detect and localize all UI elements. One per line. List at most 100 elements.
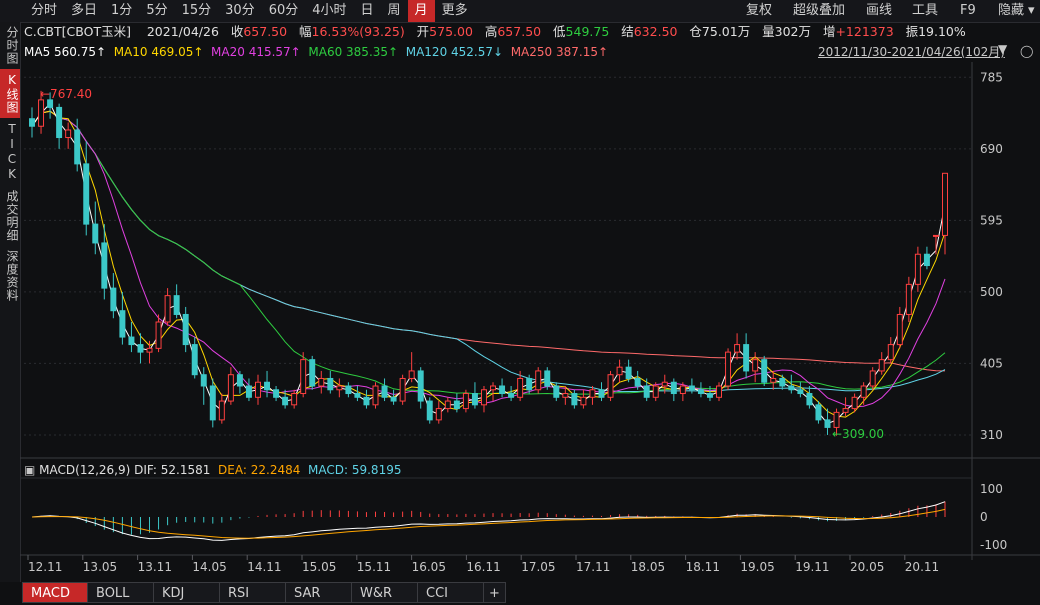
indicator-tab-macd[interactable]: MACD xyxy=(22,582,88,603)
candle-body xyxy=(453,400,460,410)
candle-body xyxy=(399,377,406,402)
candle-body xyxy=(661,381,668,387)
candle-body xyxy=(245,385,252,398)
timeframe-10[interactable]: 月 xyxy=(407,0,435,22)
candle-body xyxy=(824,419,831,428)
indicator-tabs: MACD BOLL KDJ RSI SAR W&R CCI + xyxy=(22,582,506,604)
timeframe-8[interactable]: 日 xyxy=(360,3,374,18)
candle-body xyxy=(435,408,442,421)
symbol: C.CBT[CBOT玉米] xyxy=(24,24,131,39)
indicator-tab-rsi[interactable]: RSI xyxy=(220,582,286,603)
timeframe-11[interactable]: 更多 xyxy=(441,3,468,18)
candle-body xyxy=(47,99,54,108)
candle-body xyxy=(218,400,225,421)
candle-body xyxy=(571,393,578,406)
candle-body xyxy=(544,370,551,387)
sidebar-item-0[interactable]: 分时图 xyxy=(5,26,19,65)
candle-body xyxy=(634,377,641,387)
candle-body xyxy=(191,344,198,376)
candle-body xyxy=(553,385,560,398)
candle-body xyxy=(806,393,813,406)
time-tick-label: 20.05 xyxy=(850,560,884,574)
timeframe-7[interactable]: 4小时 xyxy=(312,3,347,18)
candle-body xyxy=(390,396,397,402)
macd-tick-label: 100 xyxy=(980,482,1003,496)
dea-line xyxy=(31,508,946,539)
low-value: 549.75 xyxy=(565,24,610,39)
indicator-tab-boll[interactable]: BOLL xyxy=(88,582,154,603)
settle-label: 结 xyxy=(621,24,634,39)
macd-tick-label: 0 xyxy=(980,510,988,524)
ma250-legend: MA250 387.15↑ xyxy=(510,45,609,59)
indicator-tab-kdj[interactable]: KDJ xyxy=(154,582,220,603)
dif-value: 52.1581 xyxy=(160,463,211,477)
candle-body xyxy=(797,389,804,395)
add-indicator-button[interactable]: + xyxy=(484,582,506,603)
candle-body xyxy=(92,223,99,244)
sidebar-item-4[interactable]: 深度资料 xyxy=(5,250,19,302)
candle-body xyxy=(372,385,379,406)
settings-circle-icon[interactable]: ◯ xyxy=(1020,44,1034,58)
draw-line-button[interactable]: 画线 xyxy=(866,3,893,18)
candle-body xyxy=(770,377,777,383)
ma20-line xyxy=(31,110,946,408)
ma5-line xyxy=(31,102,946,425)
range-dropdown-icon[interactable]: ▼ xyxy=(998,42,1008,56)
candle-body xyxy=(408,370,415,379)
candle-body xyxy=(815,404,822,421)
candle-body xyxy=(616,366,623,376)
open-label: 开 xyxy=(416,24,430,39)
timeframe-9[interactable]: 周 xyxy=(387,3,401,18)
f9-button[interactable]: F9 xyxy=(960,3,976,18)
range-value: 16.53%(93.25) xyxy=(311,24,405,39)
indicator-tab-sar[interactable]: SAR xyxy=(286,582,352,603)
candle-body xyxy=(788,385,795,391)
timeframe-5[interactable]: 30分 xyxy=(225,3,255,18)
date-range-selector[interactable]: 2012/11/30-2021/04/26(102月) xyxy=(818,45,1005,59)
candle-body xyxy=(119,310,126,338)
sidebar-item-3[interactable]: 成交明细 xyxy=(5,190,19,242)
increase-label: 增 xyxy=(822,24,836,39)
indicator-tab-cci[interactable]: CCI xyxy=(418,582,484,603)
timeframe-4[interactable]: 15分 xyxy=(181,3,212,18)
candle-body xyxy=(381,385,388,398)
candle-body xyxy=(291,393,298,406)
candle-body xyxy=(182,313,189,346)
candle-body xyxy=(942,172,948,236)
indicator-tab-wr[interactable]: W&R xyxy=(352,582,418,603)
hide-chevron-icon[interactable]: ▾ xyxy=(1028,3,1035,18)
macd-lock-icon[interactable]: ▣ xyxy=(24,463,36,477)
candle-body xyxy=(851,396,858,410)
tools-button[interactable]: 工具 xyxy=(912,3,939,18)
candle-body xyxy=(490,385,497,391)
timeframe-2[interactable]: 1分 xyxy=(111,3,133,18)
close-label: 收 xyxy=(230,24,244,39)
candle-body xyxy=(779,377,786,387)
candle-body xyxy=(354,393,361,398)
fuquan-button[interactable]: 复权 xyxy=(746,3,773,18)
candle-body xyxy=(38,99,45,127)
timeframe-0[interactable]: 分时 xyxy=(31,3,58,18)
sidebar-item-1[interactable]: K线图 xyxy=(0,69,20,118)
hide-button[interactable]: 隐藏 xyxy=(998,3,1025,18)
candle-body xyxy=(833,411,840,428)
candle-body xyxy=(725,351,732,387)
candle-body xyxy=(914,253,921,285)
overlay-button[interactable]: 超级叠加 xyxy=(793,3,846,18)
macd-label: MACD(12,26,9) xyxy=(39,463,131,477)
candle-body xyxy=(860,385,867,398)
candle-body xyxy=(752,359,759,372)
candle-body xyxy=(227,374,234,402)
timeframe-6[interactable]: 60分 xyxy=(268,3,299,18)
sidebar-item-2[interactable]: TICK xyxy=(5,122,19,182)
candle-body xyxy=(743,344,750,372)
candle-body xyxy=(74,129,81,165)
price-tick-label: 690 xyxy=(980,142,1003,156)
candle-body xyxy=(155,321,162,349)
candle-body xyxy=(706,393,713,398)
timeframe-3[interactable]: 5分 xyxy=(146,3,168,18)
volume-value: 302万 xyxy=(774,24,812,39)
candle-body xyxy=(83,163,90,225)
timeframe-1[interactable]: 多日 xyxy=(71,3,98,18)
candle-body xyxy=(652,385,659,398)
